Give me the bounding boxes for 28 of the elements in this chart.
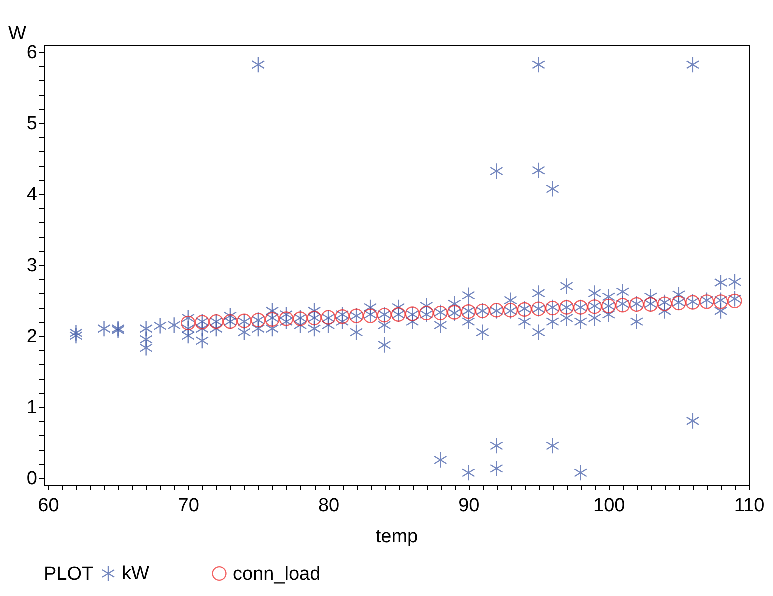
legend-label: conn_load bbox=[233, 564, 321, 585]
y-tick-label: 6 bbox=[26, 42, 38, 64]
x-tick-label: 80 bbox=[318, 496, 340, 516]
x-tick-label: 90 bbox=[458, 496, 480, 516]
point bbox=[265, 312, 280, 327]
legend-label: kW bbox=[122, 564, 150, 585]
y-tick-label: 0 bbox=[26, 468, 38, 490]
y-tick-label: 5 bbox=[26, 114, 38, 135]
x-axis-title: temp bbox=[376, 526, 418, 548]
point bbox=[363, 308, 378, 324]
point bbox=[728, 294, 742, 308]
y-tick-label: 3 bbox=[26, 256, 38, 276]
x-tick-label: 110 bbox=[734, 496, 765, 516]
y-tick-label: 1 bbox=[26, 397, 38, 418]
point bbox=[279, 312, 294, 326]
y-tick-label: 4 bbox=[26, 184, 38, 206]
point bbox=[181, 316, 196, 330]
x-tick-label: 70 bbox=[178, 496, 200, 516]
x-tick-label: 60 bbox=[38, 496, 60, 516]
point bbox=[700, 294, 714, 310]
point bbox=[616, 298, 630, 313]
point bbox=[658, 296, 672, 312]
point bbox=[714, 294, 728, 310]
legend-title: PLOT bbox=[44, 564, 94, 585]
point bbox=[335, 310, 350, 324]
x-tick-label: 100 bbox=[593, 496, 626, 516]
y-tick-label: 2 bbox=[26, 326, 38, 348]
y-axis-title: W bbox=[8, 24, 26, 44]
